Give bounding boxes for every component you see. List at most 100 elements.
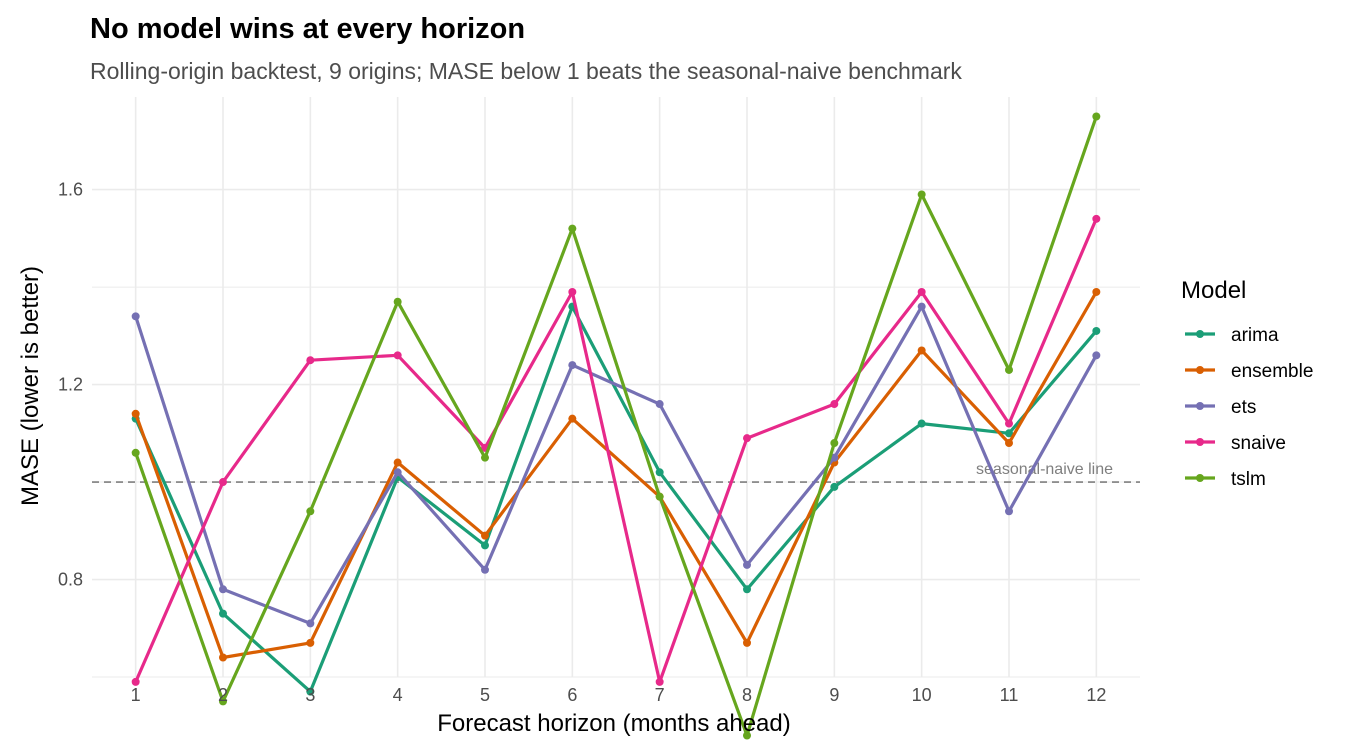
series-line-ensemble: [134, 290, 1098, 660]
data-point-tslm: [917, 190, 926, 199]
y-tick-label: 0.8: [58, 570, 83, 590]
data-point-tslm: [306, 507, 315, 516]
data-point-arima: [830, 482, 839, 491]
data-point-arima: [655, 468, 664, 477]
x-tick-label: 9: [829, 685, 839, 705]
x-axis: 1 2 3 4 5 6 7 8 9 10 11 12: [131, 685, 1107, 705]
y-axis: 0.8 1.2 1.6: [58, 180, 83, 590]
data-point-arima: [743, 585, 751, 594]
y-tick-label: 1.6: [58, 180, 83, 200]
data-point-tslm: [1092, 112, 1101, 121]
data-point-snaive: [743, 434, 751, 443]
data-point-arima: [481, 541, 489, 550]
data-point-ensemble: [743, 638, 751, 647]
data-point-snaive: [219, 478, 227, 487]
legend: Model arima ensemble ets snaive tslm: [1181, 277, 1313, 490]
legend-item-ensemble: ensemble: [1185, 361, 1313, 382]
data-point-ensemble: [219, 653, 227, 662]
data-point-ensemble: [1092, 287, 1101, 296]
data-point-snaive: [917, 287, 926, 296]
legend-item-arima: arima: [1185, 325, 1279, 346]
data-point-snaive: [1092, 214, 1101, 223]
series-tslm: [131, 112, 1101, 740]
data-point-ets: [743, 560, 751, 569]
legend-key-point: [1196, 474, 1204, 482]
legend-key-point: [1196, 330, 1204, 338]
data-point-tslm: [393, 297, 402, 306]
x-tick-label: 5: [480, 685, 490, 705]
data-point-ets: [1092, 351, 1101, 360]
data-point-snaive: [830, 400, 839, 409]
data-point-tslm: [131, 448, 140, 457]
data-point-tslm: [481, 453, 489, 462]
legend-item-ets: ets: [1185, 397, 1256, 418]
data-point-tslm: [219, 697, 227, 706]
chart-subtitle: Rolling-origin backtest, 9 origins; MASE…: [90, 58, 962, 84]
y-axis-title: MASE (lower is better): [17, 266, 44, 506]
data-point-ensemble: [481, 531, 489, 540]
x-tick-label: 2: [218, 685, 228, 705]
data-point-arima: [1005, 429, 1013, 438]
data-point-tslm: [830, 439, 839, 448]
legend-item-tslm: tslm: [1185, 469, 1266, 490]
x-axis-title: Forecast horizon (months ahead): [437, 710, 791, 737]
x-tick-label: 12: [1086, 685, 1106, 705]
x-tick-label: 4: [393, 685, 403, 705]
data-point-arima: [219, 609, 227, 618]
y-tick-label: 1.2: [58, 375, 83, 395]
data-point-ets: [219, 585, 227, 594]
data-point-tslm: [655, 492, 664, 501]
x-tick-label: 7: [655, 685, 665, 705]
legend-label: tslm: [1231, 469, 1266, 490]
x-tick-label: 1: [131, 685, 141, 705]
x-tick-label: 6: [567, 685, 577, 705]
data-point-tslm: [1005, 365, 1013, 374]
data-point-snaive: [1005, 419, 1013, 428]
data-point-ets: [655, 400, 664, 409]
reference-line-label: seasonal-naive line: [976, 461, 1113, 478]
data-point-ets: [481, 565, 489, 574]
x-tick-label: 10: [912, 685, 932, 705]
data-point-ets: [1005, 507, 1013, 516]
legend-items: arima ensemble ets snaive tslm: [1185, 325, 1313, 490]
series-arima: [131, 302, 1101, 696]
series-snaive: [131, 214, 1101, 686]
data-point-ensemble: [1005, 439, 1013, 448]
data-point-ets: [568, 361, 577, 370]
series-line-ets: [134, 305, 1098, 626]
data-point-tslm: [568, 224, 577, 233]
data-point-ensemble: [393, 458, 402, 467]
legend-key-point: [1196, 438, 1204, 446]
data-point-ensemble: [568, 414, 577, 423]
legend-item-snaive: snaive: [1185, 433, 1286, 454]
chart-title: No model wins at every horizon: [90, 13, 525, 45]
data-point-ets: [917, 302, 926, 311]
data-point-arima: [1092, 326, 1101, 335]
series-line-arima: [134, 305, 1098, 694]
data-point-snaive: [393, 351, 402, 360]
data-point-ensemble: [131, 409, 140, 418]
legend-key-point: [1196, 366, 1204, 374]
data-point-ensemble: [917, 346, 926, 355]
reference-line-group: seasonal-naive line: [92, 461, 1140, 483]
series-ets: [131, 302, 1101, 628]
data-point-snaive: [655, 677, 664, 686]
legend-label: ets: [1231, 397, 1256, 418]
series-group: [131, 112, 1101, 740]
data-point-tslm: [743, 731, 751, 740]
legend-title: Model: [1181, 277, 1246, 304]
data-point-ets: [830, 453, 839, 462]
series-line-tslm: [134, 114, 1098, 738]
x-tick-label: 11: [1000, 685, 1019, 705]
series-line-snaive: [134, 217, 1098, 684]
legend-label: ensemble: [1231, 361, 1313, 382]
data-point-snaive: [306, 356, 315, 365]
legend-label: snaive: [1231, 433, 1286, 454]
x-tick-label: 8: [742, 685, 752, 705]
data-point-ets: [131, 312, 140, 321]
data-point-snaive: [131, 677, 140, 686]
data-point-ets: [393, 468, 402, 477]
x-tick-label: 3: [305, 685, 315, 705]
data-point-ets: [306, 619, 315, 628]
